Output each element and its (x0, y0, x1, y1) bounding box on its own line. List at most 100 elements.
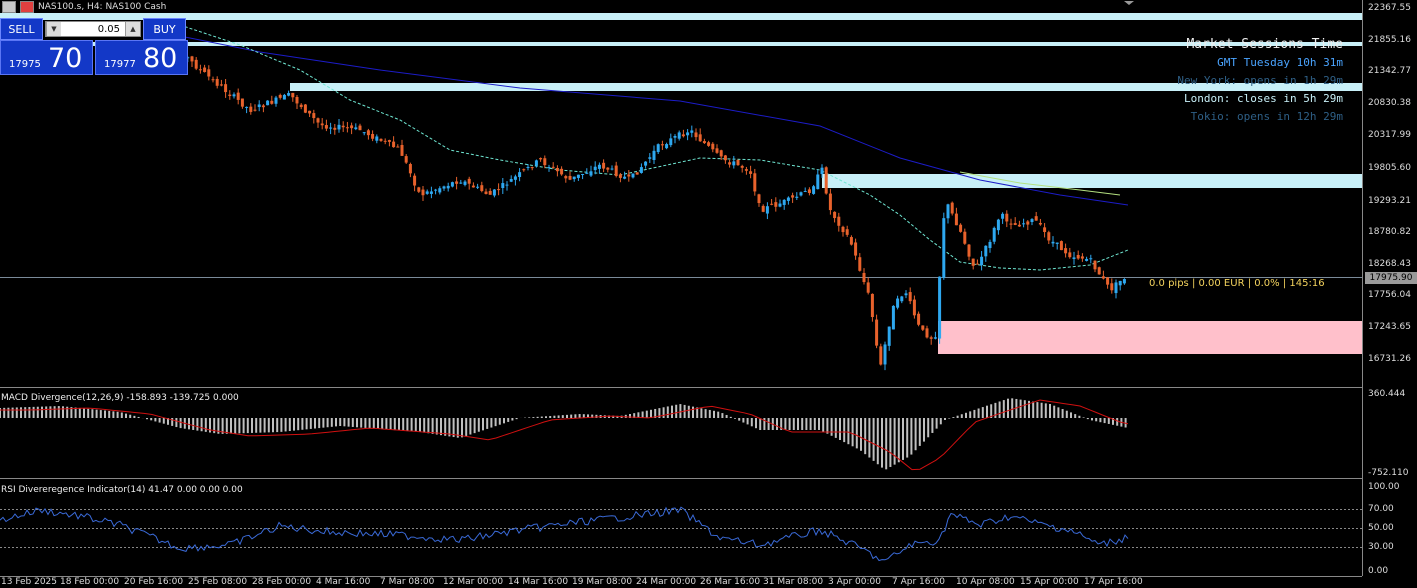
candle-body (925, 328, 929, 338)
candle-body (971, 258, 975, 266)
candle-body (459, 182, 463, 184)
candle-body (240, 98, 244, 107)
candle-body (812, 186, 816, 194)
candle-body (639, 167, 643, 173)
candle-body (597, 164, 601, 169)
price-axis-label: 17243.65 (1368, 322, 1411, 332)
rsi-axis-label: 70.00 (1368, 504, 1394, 514)
candle-body (870, 293, 874, 318)
candle-body (673, 135, 677, 138)
candle-body (1064, 248, 1068, 254)
candle-body (1030, 219, 1034, 223)
price-axis-label: 18268.43 (1368, 259, 1411, 269)
candle-body (505, 184, 509, 186)
chart-menu-icon[interactable] (2, 1, 16, 13)
candle-body (253, 109, 257, 111)
candle-body (1080, 256, 1084, 259)
candle-body (1047, 232, 1051, 241)
candle-body (933, 337, 937, 339)
candle-body (1085, 258, 1089, 261)
candle-body (555, 167, 559, 172)
candle-body (652, 150, 656, 160)
candle-body (719, 150, 723, 157)
candle-body (904, 293, 908, 296)
candle-body (564, 176, 568, 179)
candle-body (665, 144, 669, 149)
candle-body (656, 144, 660, 153)
sell-quote-small: 17975 (9, 59, 41, 70)
candle-body (744, 169, 748, 171)
symbol-title: NAS100.s, H4: NAS100 Cash (38, 2, 167, 12)
candle-body (404, 156, 408, 163)
candle-body (589, 171, 593, 176)
candle-body (946, 204, 950, 219)
candle-body (858, 257, 862, 271)
candle-body (648, 157, 652, 159)
candle-body (1122, 279, 1126, 284)
candle-body (778, 203, 782, 207)
candle-body (219, 84, 223, 86)
price-axis-label: 21342.77 (1368, 66, 1411, 76)
candle-body (190, 56, 194, 62)
candle-body (606, 167, 610, 170)
candle-body (417, 187, 421, 192)
candle-body (837, 216, 841, 226)
candle-body (337, 124, 341, 130)
candle-body (887, 326, 891, 346)
lot-size-input[interactable]: ▼ 0.05 ▲ (45, 21, 141, 37)
time-axis-label: 7 Mar 08:00 (380, 577, 435, 587)
price-axis-label: 19293.21 (1368, 196, 1411, 206)
market-sessions: Market Sessions Time GMT Tuesday 10h 31m… (1177, 36, 1343, 126)
one-click-trading-panel: SELL ▼ 0.05 ▲ BUY 17975 70 17977 80 (0, 18, 188, 75)
time-axis-label: 31 Mar 08:00 (763, 577, 824, 587)
candle-body (497, 189, 501, 191)
price-axis-label: 16731.26 (1368, 354, 1411, 364)
candle-body (803, 191, 807, 193)
buy-button[interactable]: BUY (143, 18, 186, 40)
candle-body (287, 93, 291, 96)
candle-body (824, 167, 828, 194)
sessions-tokio: Tokio: opens in 12h 29m (1190, 110, 1343, 123)
candle-body (681, 134, 685, 137)
candle-body (463, 181, 467, 185)
candle-body (1059, 241, 1063, 251)
dropdown-arrow-icon[interactable]: ▼ (46, 22, 61, 36)
candle-body (686, 132, 690, 136)
candle-body (392, 141, 396, 148)
macd-axis-top: 360.444 (1368, 389, 1406, 399)
price-axis-label: 19805.60 (1368, 163, 1411, 173)
time-axis-label: 25 Feb 08:00 (188, 577, 248, 587)
candle-body (723, 155, 727, 161)
candle-body (602, 162, 606, 169)
candle-body (358, 125, 362, 131)
candle-body (770, 203, 774, 205)
candle-body (446, 185, 450, 189)
symbol-header: NAS100.s, H4: NAS100 Cash (0, 0, 166, 14)
candle-body (669, 138, 673, 146)
candle-body (988, 241, 992, 249)
candle-body (631, 173, 635, 178)
supply-zone-4 (822, 174, 1362, 188)
candle-body (379, 138, 383, 141)
supply-zone-3 (290, 83, 1362, 91)
candle-body (438, 188, 442, 193)
candle-body (383, 140, 387, 142)
candle-body (1097, 267, 1101, 275)
buy-quote[interactable]: 17977 80 (95, 40, 188, 75)
sell-button[interactable]: SELL (0, 18, 43, 40)
candle-body (522, 169, 526, 171)
macd-signal-line (0, 399, 1129, 471)
buy-quote-big: 80 (143, 43, 178, 74)
rsi-axis-label: 30.00 (1368, 542, 1394, 552)
current-price-label: 17975.90 (1365, 272, 1417, 284)
candle-body (282, 94, 286, 100)
candle-body (429, 191, 433, 194)
candle-body (845, 229, 849, 235)
sell-quote[interactable]: 17975 70 (0, 40, 93, 75)
macd-label: MACD Divergence(12,26,9) -158.893 -139.7… (1, 393, 239, 403)
candle-body (1106, 277, 1110, 285)
candle-body (799, 192, 803, 196)
supply-zone-2 (0, 42, 1362, 46)
chart-type-icon[interactable] (20, 1, 34, 13)
spin-up-icon[interactable]: ▲ (125, 22, 140, 36)
